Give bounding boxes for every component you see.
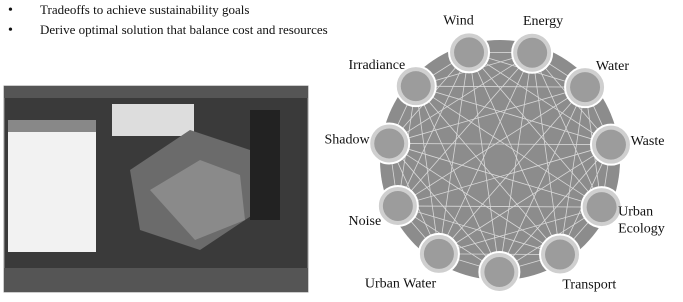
app-screenshot: [4, 86, 308, 292]
menu-bar: [4, 86, 308, 98]
node-image: [596, 130, 626, 160]
bullet-dot: •: [8, 3, 13, 18]
node-image: [517, 38, 547, 68]
figure: • Tradeoffs to achieve sustainability go…: [0, 0, 683, 302]
node-image: [484, 257, 514, 287]
node-image: [454, 37, 484, 67]
node-label: Energy: [523, 14, 563, 29]
node-label: Wind: [443, 14, 474, 29]
bullet-dot: •: [8, 23, 13, 38]
node-image: [587, 192, 617, 222]
tower: [250, 110, 280, 220]
node-label: Transport: [562, 277, 616, 292]
panel-tabs: [8, 120, 96, 132]
node-label: Noise: [349, 214, 382, 229]
node-label-line: Urban: [618, 204, 653, 219]
node-image: [401, 71, 431, 101]
node-label: Urban Ecology: [618, 204, 665, 236]
node-image: [383, 191, 413, 221]
bullet: Tradeoffs to achieve sustainability goal…: [40, 2, 249, 17]
node-label: Waste: [631, 134, 665, 149]
node-label: Water: [596, 59, 629, 74]
node-label: Irradiance: [348, 58, 405, 73]
toolbar: [4, 268, 308, 292]
canvas: • Tradeoffs to achieve sustainability go…: [0, 0, 683, 302]
node-label: Urban Water: [365, 276, 437, 291]
node-image: [570, 72, 600, 102]
node-label-line: Ecology: [618, 221, 665, 236]
popup: [112, 104, 194, 136]
node-label: Shadow: [325, 132, 371, 147]
node-image: [424, 239, 454, 269]
bullet: Derive optimal solution that balance cos…: [40, 22, 328, 37]
node-image: [374, 128, 404, 158]
node-image: [545, 240, 575, 270]
side-panel: [8, 120, 96, 252]
